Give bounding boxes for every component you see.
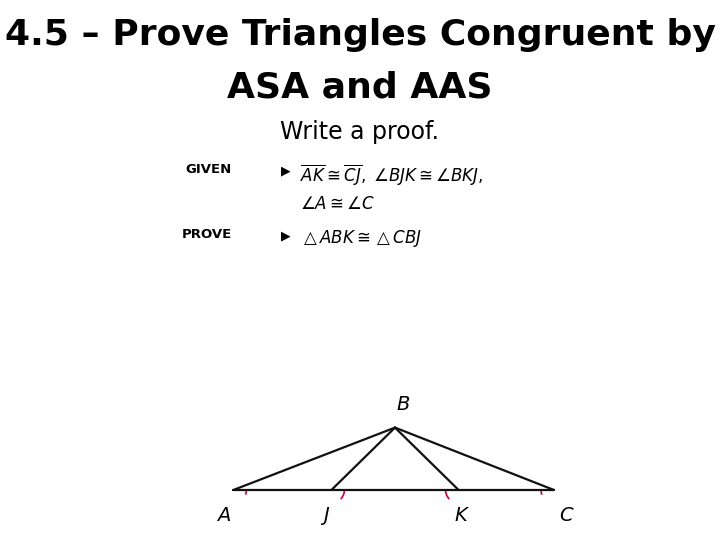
Text: $\blacktriangleright$: $\blacktriangleright$ <box>278 230 292 244</box>
Text: K: K <box>454 506 467 525</box>
Text: GIVEN: GIVEN <box>186 163 232 176</box>
Text: $\triangle ABK \cong \triangle CBJ$: $\triangle ABK \cong \triangle CBJ$ <box>300 228 422 249</box>
Text: $\overline{AK} \cong \overline{CJ},\; \angle BJK \cong \angle BKJ,$: $\overline{AK} \cong \overline{CJ},\; \a… <box>300 163 484 188</box>
Text: A: A <box>217 506 230 525</box>
Text: C: C <box>559 506 573 525</box>
Text: J: J <box>323 506 329 525</box>
Text: B: B <box>396 395 410 414</box>
Text: $\blacktriangleright$: $\blacktriangleright$ <box>278 165 292 179</box>
Text: Write a proof.: Write a proof. <box>281 120 439 144</box>
Text: ASA and AAS: ASA and AAS <box>228 70 492 104</box>
Text: PROVE: PROVE <box>181 228 232 241</box>
Text: $\angle A \cong \angle C$: $\angle A \cong \angle C$ <box>300 195 375 213</box>
Text: 4.5 – Prove Triangles Congruent by: 4.5 – Prove Triangles Congruent by <box>4 18 716 52</box>
